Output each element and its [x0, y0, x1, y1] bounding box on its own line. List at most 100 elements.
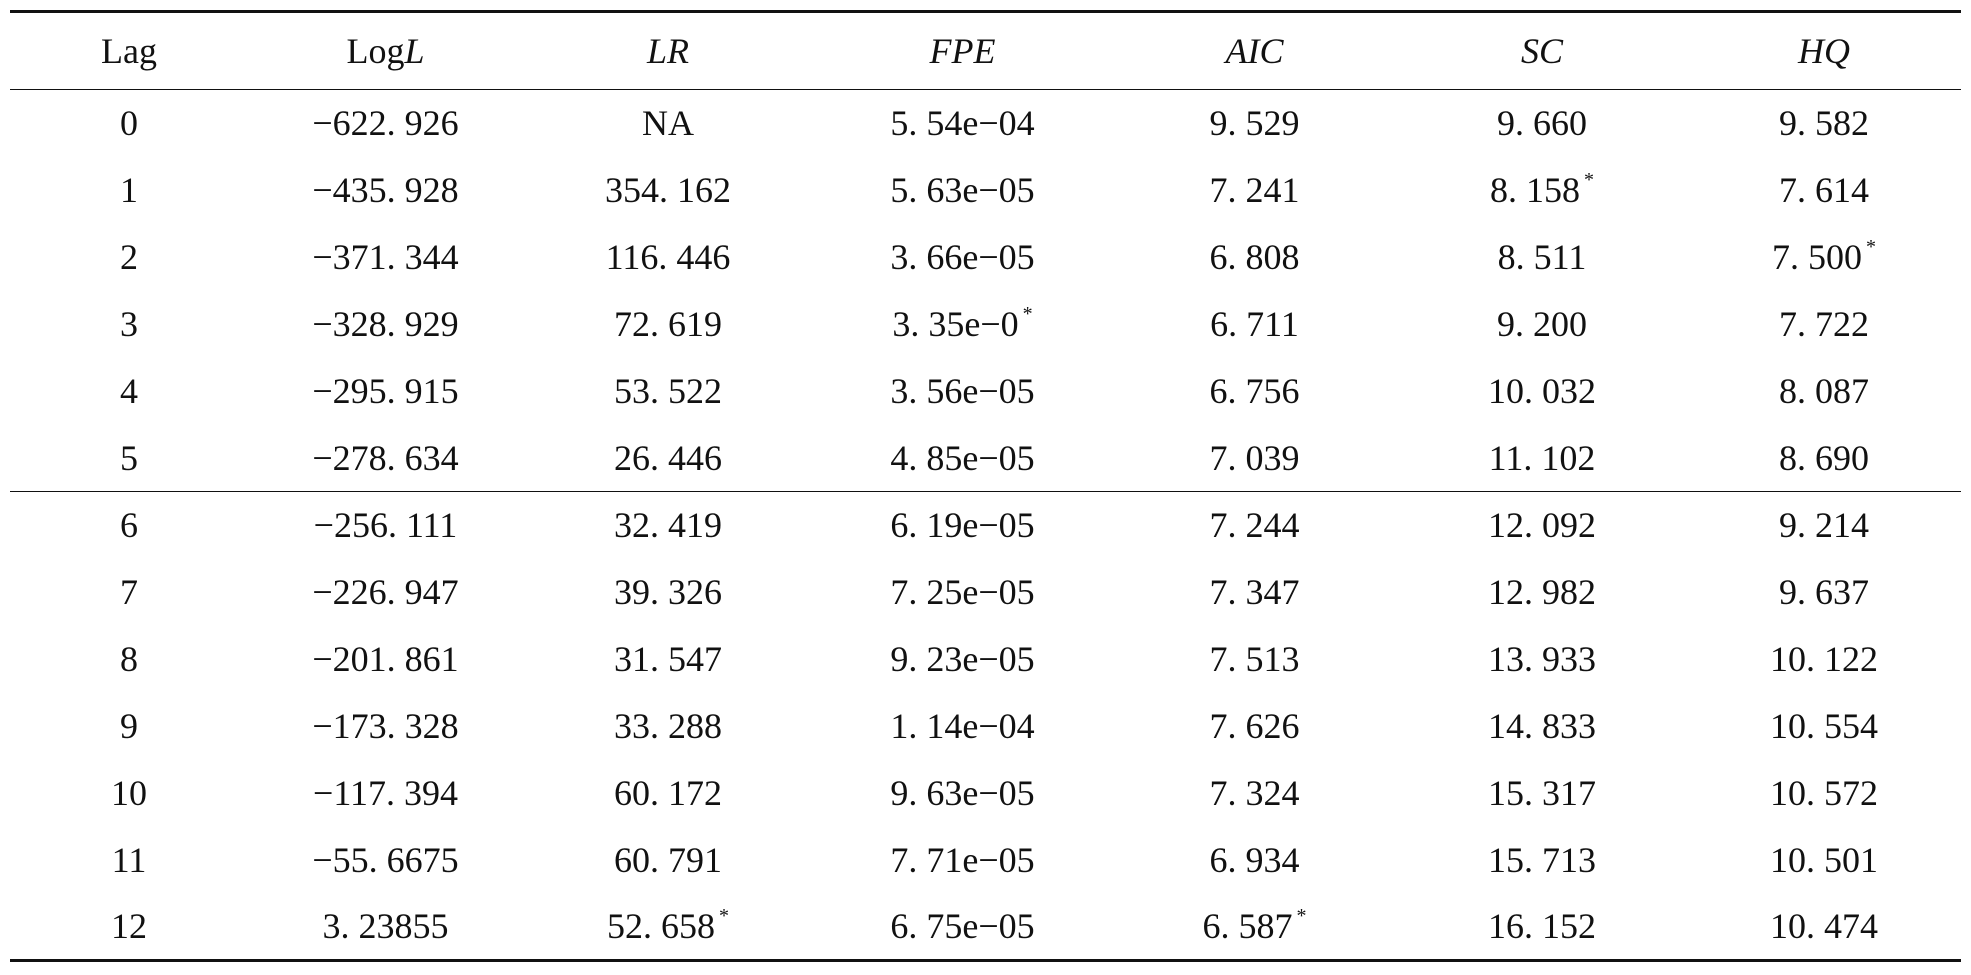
cell-hq: 7. 500 * [1687, 224, 1961, 291]
cell-sc: 8. 511 [1497, 237, 1587, 277]
cell-fpe: 9. 23e−05 [890, 639, 1035, 679]
cell-fpe: 4. 85e−05 [890, 437, 1035, 478]
cell-hq: 10. 554 [1770, 706, 1878, 746]
cell-sc: 9. 200 [1497, 304, 1587, 344]
cell-logl: −201. 861 [312, 639, 459, 679]
cell-aic: 6. 711 [1210, 304, 1299, 344]
cell-fpe: 6. 19e−05 [890, 505, 1035, 546]
cell-hq: 10. 122 [1770, 639, 1878, 679]
cell-hq: 7. 614 [1779, 170, 1869, 210]
cell-hq: 10. 501 [1770, 840, 1878, 880]
cell-sc: 15. 317 [1488, 773, 1596, 813]
cell-sc: 12. 982 [1488, 572, 1596, 612]
cell-hq: 7. 722 [1779, 304, 1869, 344]
cell-logl: −226. 947 [312, 572, 459, 612]
cell-value: 6. 587 [1202, 906, 1293, 947]
cell-lag: 8 [120, 639, 138, 679]
cell-value: 52. 658 [607, 906, 715, 947]
cell-fpe: 9. 63e−05 [890, 773, 1035, 813]
table-row: 9 −173. 328 33. 288 1. 14e−04 7. 626 14.… [10, 693, 1961, 760]
cell-sc: 14. 833 [1488, 706, 1596, 746]
cell-lr: 60. 172 [614, 773, 722, 813]
cell-logl: −371. 344 [312, 237, 459, 277]
cell-lag: 4 [120, 371, 138, 411]
cell-fpe: 7. 71e−05 [890, 840, 1035, 880]
cell-aic: 7. 241 [1209, 170, 1300, 210]
cell-logl: −622. 926 [312, 103, 459, 144]
table-row: 1 −435. 928 354. 162 5. 63e−05 7. 241 8.… [10, 157, 1961, 224]
cell-fpe: 3. 66e−05 [890, 237, 1035, 277]
cell-lr: 354. 162 [605, 170, 731, 210]
cell-lr: 32. 419 [614, 505, 722, 546]
cell-lr: 33. 288 [614, 706, 722, 746]
cell-sc: 13. 933 [1488, 639, 1596, 679]
cell-lr: 52. 658 * [523, 894, 813, 961]
cell-logl: −435. 928 [312, 170, 459, 210]
cell-value: 7. 500 [1772, 237, 1862, 277]
header-aic: AIC [1225, 31, 1284, 71]
table-row: 12 3. 23855 52. 658 * 6. 75e−05 6. 587 * 1… [10, 894, 1961, 961]
cell-aic: 6. 808 [1209, 237, 1300, 277]
cell-lr: 26. 446 [614, 437, 722, 478]
table-row: 11 −55. 6675 60. 791 7. 71e−05 6. 934 15… [10, 827, 1961, 894]
cell-aic: 7. 039 [1209, 437, 1300, 478]
significance-marker: * [1296, 905, 1307, 928]
cell-value: 8. 158 [1490, 170, 1580, 210]
header-logl: LogL [346, 31, 425, 71]
cell-logl: −328. 929 [312, 304, 459, 344]
cell-lr: 39. 326 [614, 572, 722, 612]
header-sc: SC [1520, 31, 1563, 71]
table-row: 6 −256. 111 32. 419 6. 19e−05 7. 244 12.… [10, 492, 1961, 559]
cell-logl: −295. 915 [312, 371, 459, 411]
cell-hq: 10. 474 [1770, 906, 1878, 947]
cell-lag: 10 [111, 773, 147, 813]
cell-sc: 16. 152 [1488, 906, 1596, 947]
cell-fpe: 1. 14e−04 [890, 706, 1035, 746]
cell-hq: 10. 572 [1770, 773, 1878, 813]
cell-lag: 9 [120, 706, 138, 746]
cell-lag: 11 [111, 840, 147, 880]
cell-aic: 6. 934 [1209, 840, 1300, 880]
cell-sc: 9. 660 [1497, 103, 1587, 144]
significance-marker: * [1584, 169, 1594, 191]
cell-sc: 10. 032 [1488, 371, 1596, 411]
table-row: 8 −201. 861 31. 547 9. 23e−05 7. 513 13.… [10, 626, 1961, 693]
table-row: 4 −295. 915 53. 522 3. 56e−05 6. 756 10.… [10, 358, 1961, 425]
cell-aic: 7. 347 [1209, 572, 1300, 612]
cell-aic: 7. 244 [1209, 505, 1300, 546]
table-row: 0 −622. 926 NA 5. 54e−04 9. 529 9. 660 9… [10, 90, 1961, 157]
cell-aic: 6. 587 * [1112, 894, 1397, 961]
cell-logl: 3. 23855 [322, 906, 449, 947]
significance-marker: * [719, 905, 729, 928]
cell-sc: 12. 092 [1488, 505, 1596, 546]
lag-selection-table-container: Lag LogL LR FPE AIC SC HQ 0 −622. 926 NA… [10, 10, 1961, 962]
cell-sc: 8. 158 * [1397, 157, 1687, 224]
header-lag: Lag [101, 31, 157, 71]
cell-hq: 8. 690 [1779, 437, 1869, 478]
table-row: 5 −278. 634 26. 446 4. 85e−05 7. 039 11.… [10, 425, 1961, 492]
cell-lag: 2 [120, 237, 138, 277]
significance-marker: * [1866, 236, 1876, 258]
cell-lag: 6 [120, 505, 138, 546]
cell-aic: 7. 626 [1209, 706, 1300, 746]
cell-logl: −117. 394 [313, 773, 458, 813]
table-row: 3 −328. 929 72. 619 3. 35e−0 * 6. 711 9. … [10, 291, 1961, 358]
table-header: Lag LogL LR FPE AIC SC HQ [10, 11, 1961, 90]
cell-fpe: 6. 75e−05 [890, 906, 1035, 947]
cell-fpe: 3. 35e−0 * [813, 291, 1112, 358]
cell-hq: 8. 087 [1779, 371, 1869, 411]
table-row: 7 −226. 947 39. 326 7. 25e−05 7. 347 12.… [10, 559, 1961, 626]
header-lr: LR [646, 31, 689, 71]
cell-lag: 1 [120, 170, 138, 210]
cell-fpe: 5. 54e−04 [890, 103, 1035, 144]
significance-marker: * [1022, 303, 1033, 325]
cell-lr: 53. 522 [614, 371, 722, 411]
cell-fpe: 7. 25e−05 [890, 572, 1035, 612]
cell-aic: 6. 756 [1209, 371, 1300, 411]
cell-lr: 31. 547 [614, 639, 722, 679]
cell-lr: 60. 791 [614, 840, 722, 880]
cell-logl: −173. 328 [312, 706, 459, 746]
cell-lr: NA [642, 103, 694, 144]
cell-lag: 7 [120, 572, 138, 612]
cell-value: 3. 35e−0 [892, 304, 1019, 344]
